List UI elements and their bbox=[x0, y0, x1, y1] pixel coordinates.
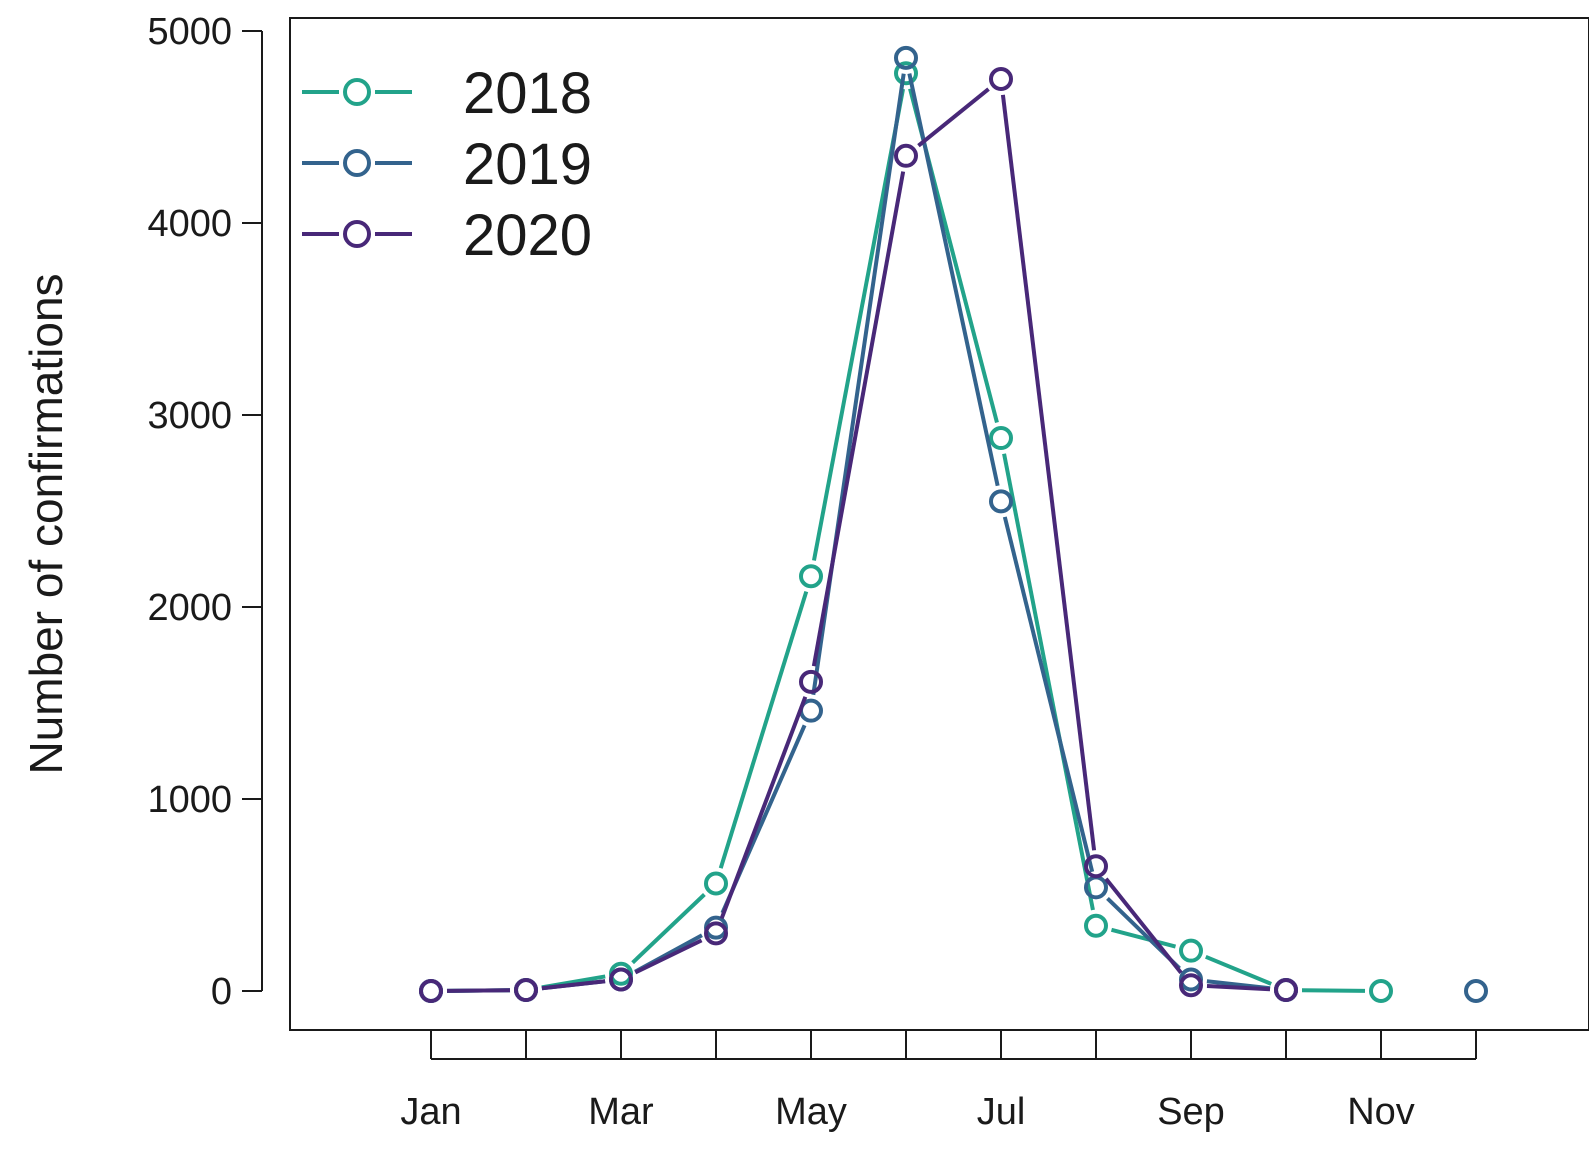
data-point bbox=[799, 564, 823, 589]
series-segment bbox=[1104, 877, 1183, 974]
x-tick-label: Nov bbox=[1347, 1091, 1415, 1133]
x-tick-label: Jan bbox=[400, 1091, 461, 1133]
series-segment bbox=[718, 590, 809, 869]
legend-item-2019: 2019 bbox=[302, 132, 592, 197]
data-point bbox=[1084, 913, 1108, 938]
y-tick-label: 2000 bbox=[147, 587, 232, 629]
data-point bbox=[894, 143, 918, 168]
y-tick-label: 1000 bbox=[147, 779, 232, 821]
series-segment bbox=[1301, 988, 1366, 993]
legend-label: 2019 bbox=[463, 132, 592, 197]
legend-marker bbox=[343, 220, 371, 248]
series-segment bbox=[1000, 94, 1097, 851]
series-segment bbox=[1206, 984, 1271, 992]
x-tick-label: Mar bbox=[588, 1091, 654, 1133]
data-point bbox=[1084, 854, 1108, 879]
series-2020 bbox=[419, 67, 1298, 1003]
data-point bbox=[419, 979, 443, 1003]
data-point bbox=[989, 426, 1013, 451]
plot-frame bbox=[289, 17, 1589, 1031]
series-layer bbox=[419, 45, 1488, 1003]
series-segment bbox=[1205, 954, 1272, 986]
y-axis-title: Number of confirmations bbox=[20, 273, 72, 774]
series-segment bbox=[719, 696, 808, 920]
data-point bbox=[1369, 979, 1393, 1003]
x-tick-label: Jul bbox=[977, 1091, 1026, 1133]
data-point bbox=[799, 669, 823, 694]
data-point bbox=[894, 61, 918, 86]
legend-label: 2020 bbox=[463, 203, 592, 268]
legend-item-2020: 2020 bbox=[302, 203, 592, 268]
data-point bbox=[989, 489, 1013, 514]
legend-label: 2018 bbox=[463, 61, 592, 126]
data-point bbox=[989, 67, 1013, 91]
series-segment bbox=[634, 938, 703, 975]
y-axis: 0 1000 2000 3000 4000 5000 bbox=[147, 11, 263, 1013]
data-point bbox=[704, 921, 728, 946]
y-tick-label: 0 bbox=[211, 971, 232, 1013]
data-point bbox=[1274, 978, 1298, 1003]
legend-marker bbox=[343, 78, 371, 106]
legend-item-2018: 2018 bbox=[302, 61, 592, 126]
x-axis: Jan Mar May Jul Sep Nov bbox=[400, 1031, 1477, 1133]
data-point bbox=[609, 967, 633, 992]
x-tick-label: May bbox=[775, 1091, 847, 1133]
series-segment bbox=[1002, 453, 1095, 911]
x-tick-label: Sep bbox=[1157, 1091, 1225, 1133]
series-segment bbox=[907, 73, 1000, 487]
series-segment bbox=[631, 893, 706, 965]
series-segment bbox=[917, 87, 990, 148]
data-point bbox=[704, 871, 728, 896]
series-segment bbox=[541, 979, 606, 991]
series-segment bbox=[1002, 516, 1095, 873]
y-tick-label: 5000 bbox=[147, 11, 232, 53]
y-tick-label: 3000 bbox=[147, 395, 232, 437]
series-segment bbox=[1110, 927, 1177, 949]
data-point bbox=[1179, 973, 1203, 998]
data-point bbox=[514, 978, 538, 1003]
y-tick-label: 4000 bbox=[147, 203, 232, 245]
series-segment bbox=[446, 988, 511, 993]
data-point bbox=[894, 45, 918, 70]
data-point bbox=[1179, 938, 1203, 963]
series-segment bbox=[811, 171, 906, 667]
legend-marker bbox=[343, 149, 371, 177]
data-point bbox=[1464, 979, 1488, 1003]
